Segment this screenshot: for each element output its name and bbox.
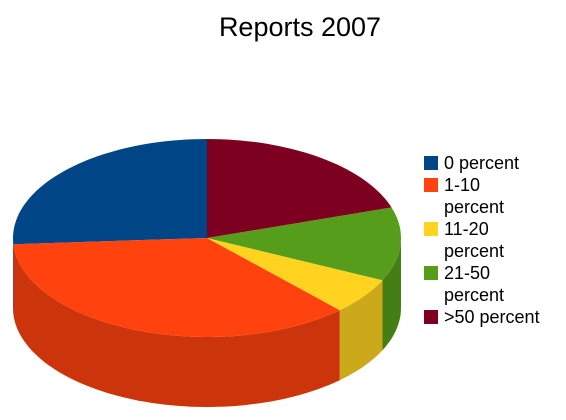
legend-label: 0 percent bbox=[444, 153, 520, 173]
legend-label: 21-50 percent bbox=[444, 263, 505, 305]
legend-item: >50 percent bbox=[424, 306, 564, 328]
legend: 0 percent 1-10 percent 11-20 percent 21-50 … bbox=[424, 152, 564, 328]
legend-label: 11-20 percent bbox=[444, 219, 505, 261]
legend-swatch bbox=[424, 310, 438, 324]
pie-slice bbox=[207, 238, 383, 311]
legend-item: 11-20 percent bbox=[424, 218, 564, 262]
legend-label: >50 percent bbox=[444, 307, 540, 327]
pie-slice bbox=[13, 139, 207, 245]
pie-plot bbox=[13, 139, 401, 407]
legend-item: 1-10 percent bbox=[424, 174, 564, 218]
pie-slice-side bbox=[339, 280, 383, 381]
pie-slice-side bbox=[382, 238, 401, 351]
legend-item: 21-50 percent bbox=[424, 262, 564, 306]
pie-slice bbox=[13, 238, 340, 337]
legend-item: 0 percent bbox=[424, 152, 564, 174]
pie-slice bbox=[207, 139, 392, 238]
legend-swatch bbox=[424, 156, 438, 170]
pie-slice-side bbox=[13, 244, 340, 407]
legend-label: 1-10 percent bbox=[444, 175, 505, 217]
legend-swatch bbox=[424, 178, 438, 192]
pie-slice bbox=[207, 207, 401, 281]
chart-title: Reports 2007 bbox=[218, 12, 382, 42]
legend-swatch bbox=[424, 266, 438, 280]
legend-swatch bbox=[424, 222, 438, 236]
